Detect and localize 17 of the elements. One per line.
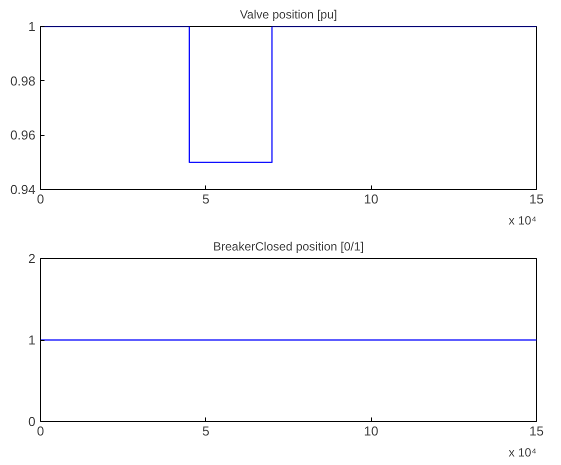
y-tick-label: 1 (28, 332, 36, 348)
x-tick-label: 15 (529, 424, 544, 438)
x-tick-label: 5 (202, 424, 210, 438)
x-tick-label: 10 (364, 424, 378, 438)
y-tick-label: 0.96 (10, 128, 36, 143)
text: x 10⁴ (508, 214, 537, 228)
y-tick-label: 0.94 (10, 182, 36, 197)
y-tick-label: 0 (28, 414, 36, 429)
text: x 10⁴ (508, 446, 537, 460)
y-tick-label: 1 (28, 19, 36, 34)
chart-title: BreakerClosed position [0/1] (213, 240, 364, 254)
chart-title: Valve position [pu] (240, 8, 338, 22)
x-tick-label: 10 (364, 192, 378, 206)
y-tick-label: 2 (28, 251, 36, 266)
x-tick-label: 5 (202, 192, 210, 206)
y-tick-label: 0.98 (10, 73, 36, 88)
x-tick-label: 15 (529, 192, 544, 206)
